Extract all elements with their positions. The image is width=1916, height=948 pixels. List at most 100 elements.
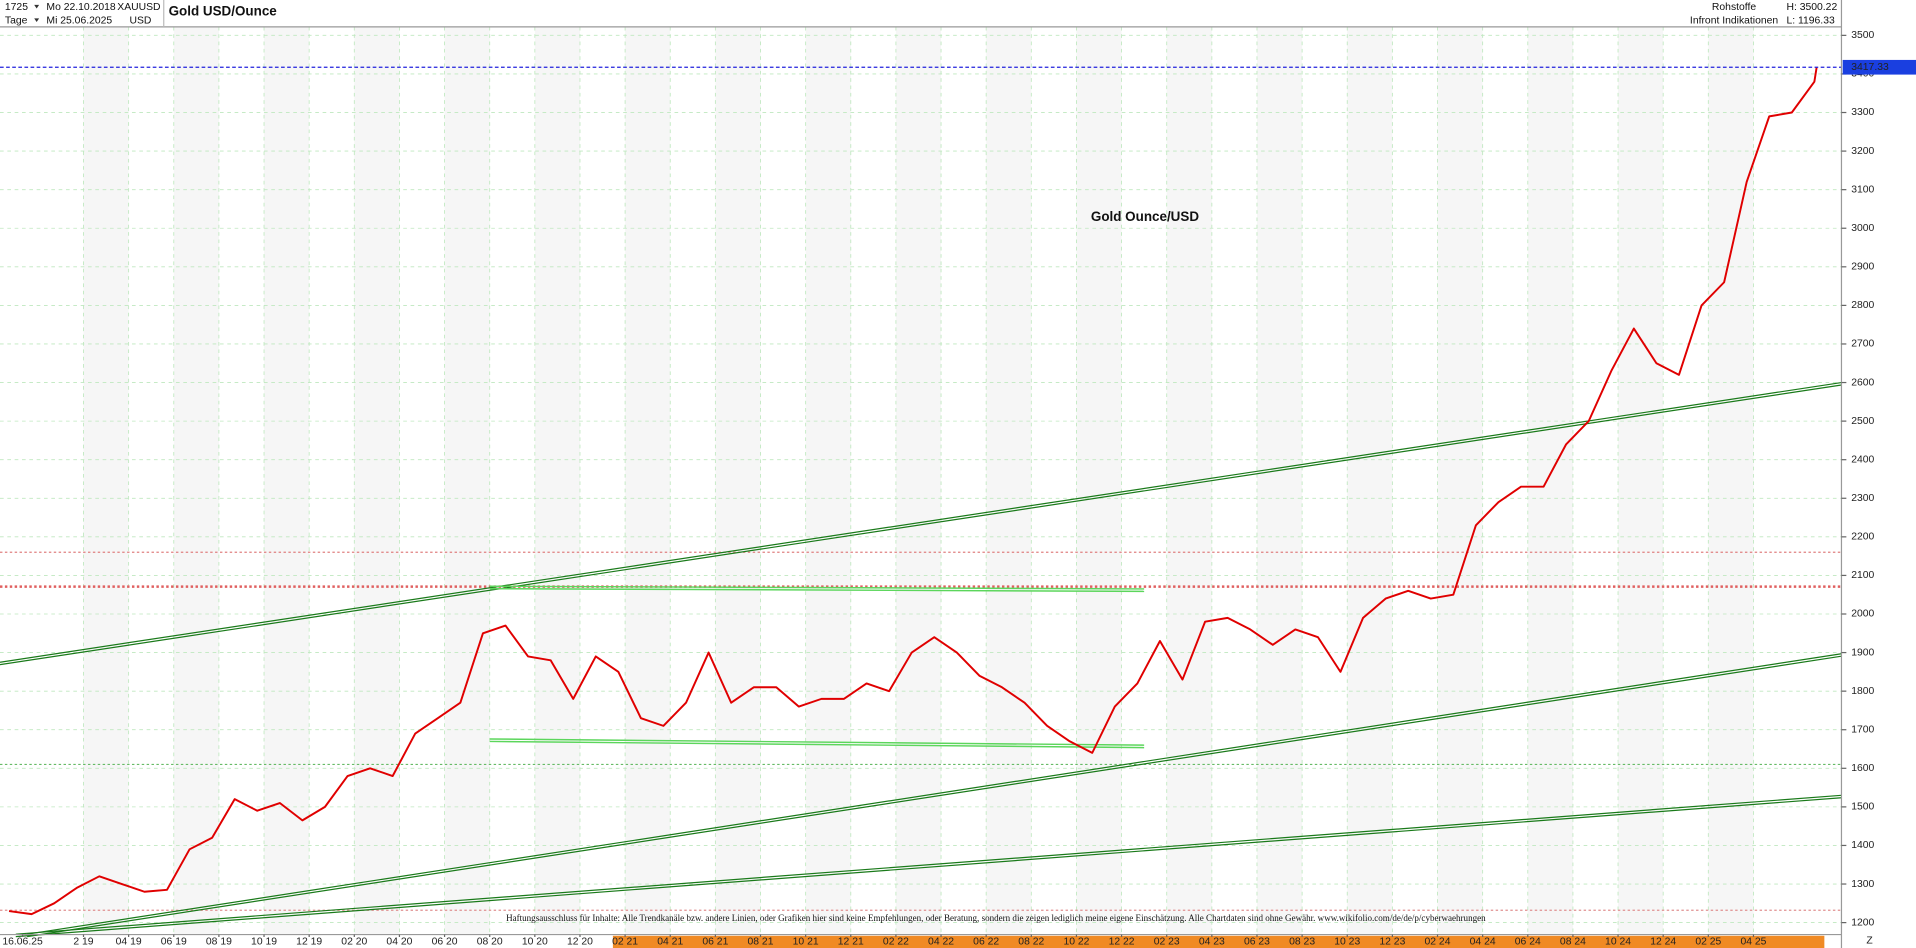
band — [534, 26, 580, 935]
header-text: 1725 — [5, 2, 28, 13]
y-tick-label: 1400 — [1851, 840, 1874, 851]
band — [625, 26, 671, 935]
x-tick-label: 10 19 — [251, 937, 277, 948]
x-tick-label: 16.06.25 — [2, 937, 43, 948]
x-tick-label: 08 20 — [477, 937, 503, 948]
x-tick-label: 02 24 — [1425, 937, 1451, 948]
x-tick-label: 12 20 — [567, 937, 593, 948]
y-tick-label: 3200 — [1851, 146, 1874, 157]
end-marker: Z — [1866, 935, 1873, 946]
header-text: L: 1196.33 — [1786, 16, 1835, 27]
disclaimer: Haftungsausschluss für Inhalte: Alle Tre… — [506, 913, 1486, 923]
x-tick-label: 08 21 — [748, 937, 774, 948]
y-tick-label: 1500 — [1851, 802, 1874, 813]
band — [1347, 26, 1393, 935]
x-tick-label: 04 21 — [657, 937, 683, 948]
band — [1708, 26, 1754, 935]
y-tick-label: 2300 — [1851, 493, 1874, 504]
trendline — [489, 740, 1145, 749]
trendline — [26, 655, 1842, 938]
y-tick-label: 3300 — [1851, 107, 1874, 118]
header-text: XAUUSD — [117, 2, 160, 13]
x-tick-label: 06 19 — [161, 937, 187, 948]
x-tick-label: 06 24 — [1515, 937, 1541, 948]
header-text: USD — [130, 16, 152, 27]
x-tick-label: 04 23 — [1199, 937, 1225, 948]
y-tick-label: 1300 — [1851, 879, 1874, 890]
x-tick-label: 02 25 — [1695, 937, 1721, 948]
trendline — [0, 381, 1842, 663]
x-tick-label: 04 24 — [1470, 937, 1496, 948]
y-tick-label: 2600 — [1851, 377, 1874, 388]
x-tick-label: 04 25 — [1740, 937, 1766, 948]
trendline — [489, 585, 1145, 590]
band — [1256, 26, 1303, 935]
y-tick-label: 2200 — [1851, 532, 1874, 543]
x-tick-label: 12 22 — [1109, 937, 1135, 948]
y-tick-label: 2000 — [1851, 609, 1874, 620]
x-tick-label: 10 23 — [1334, 937, 1360, 948]
y-tick-label: 1700 — [1851, 724, 1874, 735]
x-tick-label: 02 21 — [612, 937, 638, 948]
y-tick-label: 1600 — [1851, 763, 1874, 774]
y-tick-label: 2800 — [1851, 300, 1874, 311]
x-tick-label: 04 20 — [386, 937, 412, 948]
band — [1527, 26, 1573, 935]
x-tick-label: 08 24 — [1560, 937, 1586, 948]
x-tick-label: 06 20 — [432, 937, 458, 948]
y-tick-label: 2500 — [1851, 416, 1874, 427]
y-tick-label: 2700 — [1851, 339, 1874, 350]
bands — [83, 26, 1754, 935]
band — [173, 26, 219, 935]
band — [354, 26, 400, 935]
x-tick-label: 12 21 — [838, 937, 864, 948]
y-tick-label: 1200 — [1851, 917, 1874, 928]
band — [895, 26, 942, 935]
x-tick-label: 12 24 — [1650, 937, 1676, 948]
band — [986, 26, 1032, 935]
band — [715, 26, 761, 935]
band — [1618, 26, 1664, 935]
header-text: Mi 25.06.2025 — [46, 16, 112, 27]
axis-highlight — [612, 935, 1825, 948]
grid — [0, 26, 1842, 935]
x-tick-label: 12 23 — [1379, 937, 1405, 948]
header-text: Tage — [5, 16, 28, 27]
header-text: Infront Indikationen — [1690, 16, 1778, 27]
trendline — [26, 653, 1842, 935]
y-tick-label: 2100 — [1851, 570, 1874, 581]
header-text: H: 3500.22 — [1786, 2, 1837, 13]
last-price-label: 3417.33 — [1851, 62, 1889, 73]
x-tick-label: 12 19 — [296, 937, 322, 948]
plot — [0, 66, 1842, 938]
x-tick-label: 08 19 — [206, 937, 232, 948]
trendline — [0, 384, 1842, 666]
band — [1076, 26, 1122, 935]
band — [1166, 26, 1212, 935]
dropdown-icon[interactable] — [34, 4, 40, 22]
y-tick-label: 3500 — [1851, 30, 1874, 41]
band — [444, 26, 490, 935]
x-tick-label: 10 20 — [522, 937, 548, 948]
band — [805, 26, 851, 935]
x-tick-label: 10 21 — [793, 937, 819, 948]
x-tick-label: 2 19 — [73, 937, 93, 948]
price-line — [8, 67, 1818, 916]
y-tick-label: 2400 — [1851, 454, 1874, 465]
x-tick-label: 02 22 — [883, 937, 909, 948]
trendline — [15, 797, 1842, 938]
annotation: Gold Ounce/USD — [1091, 209, 1199, 224]
y-tick-label: 1900 — [1851, 647, 1874, 658]
title: Gold USD/Ounce — [169, 4, 277, 19]
trendline — [489, 587, 1145, 593]
last-price-box — [1842, 59, 1916, 75]
x-tick-label: 06 23 — [1244, 937, 1270, 948]
x-tick-label: 06 22 — [973, 937, 999, 948]
x-tick-label: 04 22 — [928, 937, 954, 948]
header-text: Mo 22.10.2018 — [46, 2, 115, 13]
x-tick-label: 06 21 — [702, 937, 728, 948]
y-tick-label: 3100 — [1851, 184, 1874, 195]
y-tick-label: 3000 — [1851, 223, 1874, 234]
